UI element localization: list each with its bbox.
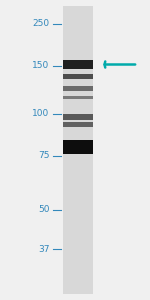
Bar [63,6,93,294]
Text: 75: 75 [38,152,50,160]
Text: 100: 100 [32,110,50,118]
Bar [63,60,93,69]
Text: 37: 37 [38,244,50,253]
Bar [63,122,93,127]
Bar [63,114,93,120]
Bar [63,96,93,99]
Bar [63,140,93,154]
Bar [63,86,93,91]
Bar [63,74,93,79]
Text: 50: 50 [38,206,50,214]
Text: 250: 250 [32,20,50,28]
Text: 150: 150 [32,61,50,70]
